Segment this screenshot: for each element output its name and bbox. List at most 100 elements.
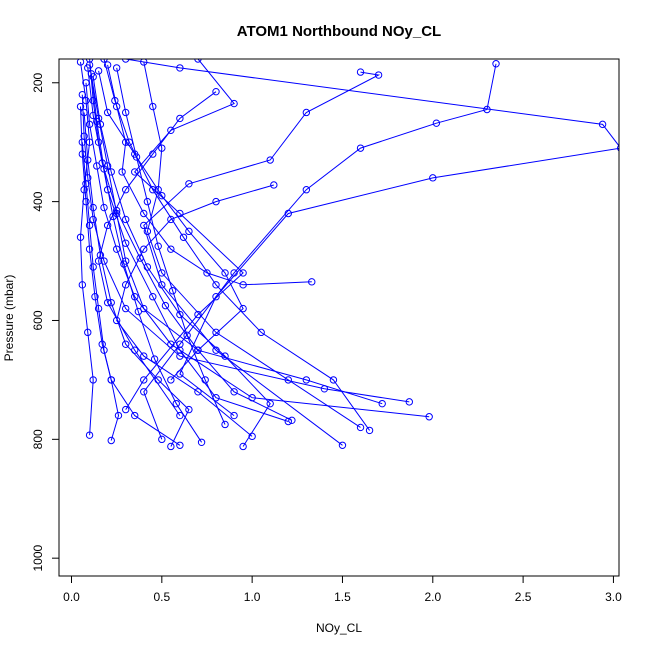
data-point [132, 153, 141, 161]
data-point [329, 376, 338, 384]
data-point [89, 215, 97, 224]
data-point [302, 108, 311, 117]
data-point [212, 197, 220, 206]
data-point [308, 278, 316, 286]
y-tick-label: 1000 [31, 545, 45, 572]
series-19 [84, 64, 296, 425]
data-point [87, 70, 96, 78]
x-tick-label: 1.5 [334, 590, 351, 604]
data-point [94, 67, 103, 75]
data-point [194, 388, 202, 396]
data-point [154, 186, 162, 194]
series-3 [121, 59, 619, 420]
data-point [266, 399, 274, 408]
data-point [103, 108, 112, 117]
data-point [140, 376, 148, 384]
data-point [107, 376, 115, 384]
data-point [112, 64, 121, 72]
series-9 [103, 61, 316, 289]
series-13 [85, 61, 386, 408]
data-point [85, 245, 94, 253]
data-point [85, 431, 94, 439]
data-point [140, 245, 148, 253]
data-point [131, 168, 139, 176]
data-point [288, 416, 296, 425]
data-point [365, 426, 374, 435]
series-22 [87, 70, 206, 446]
data-point [112, 245, 121, 253]
data-point [91, 293, 99, 301]
data-point [284, 376, 292, 384]
data-point [109, 212, 117, 221]
data-point [167, 442, 175, 451]
data-point [176, 411, 184, 420]
x-tick-label: 0.5 [153, 590, 170, 604]
data-point [158, 435, 166, 444]
data-point [302, 376, 311, 384]
data-point [378, 399, 386, 408]
y-axis-label: Pressure (mbar) [2, 275, 16, 362]
data-point [185, 405, 193, 414]
data-point [143, 197, 152, 206]
series-21 [112, 64, 229, 429]
series-line [125, 59, 619, 416]
series-layer [76, 59, 619, 451]
data-point [93, 162, 101, 170]
data-point [167, 126, 175, 135]
data-point [120, 260, 128, 268]
data-point [84, 64, 92, 72]
series-14 [140, 59, 365, 432]
data-point [212, 293, 220, 301]
data-point [121, 108, 130, 117]
data-point [76, 59, 85, 66]
data-point [112, 206, 121, 215]
series-15 [76, 102, 123, 445]
data-point [179, 233, 188, 241]
data-point [80, 108, 88, 117]
data-point [432, 119, 441, 127]
data-point [239, 442, 247, 451]
data-point [185, 180, 193, 188]
data-point [168, 287, 177, 295]
series-line [85, 82, 430, 418]
data-point [194, 346, 202, 354]
data-point [143, 263, 152, 271]
x-tick-label: 0.0 [63, 590, 80, 604]
series-line [116, 67, 226, 425]
data-point [284, 209, 292, 218]
series-10 [94, 67, 247, 384]
series-line [81, 94, 410, 403]
data-point [176, 352, 184, 360]
data-point [221, 269, 229, 277]
data-point [598, 120, 607, 129]
data-point [158, 191, 166, 200]
data-point [118, 168, 126, 176]
data-point [356, 144, 365, 152]
data-point [78, 150, 87, 158]
data-point [212, 328, 220, 337]
data-point [103, 61, 112, 69]
data-point [239, 304, 247, 313]
data-point [230, 99, 238, 108]
data-point [82, 180, 90, 188]
series-12 [78, 90, 414, 406]
data-point [197, 438, 206, 446]
data-point [89, 203, 97, 212]
data-point [76, 102, 85, 111]
data-point [149, 293, 157, 301]
data-point [149, 150, 157, 158]
data-point [356, 423, 365, 432]
data-point [89, 376, 97, 384]
series-line [87, 67, 293, 421]
series-line [143, 61, 361, 428]
data-point [167, 215, 175, 224]
data-point [121, 405, 130, 414]
x-tick-label: 1.0 [244, 590, 261, 604]
data-point [140, 59, 148, 66]
data-point [158, 269, 166, 277]
data-point [201, 376, 209, 384]
data-point [84, 156, 92, 164]
data-point [176, 310, 184, 319]
data-point [203, 269, 211, 277]
